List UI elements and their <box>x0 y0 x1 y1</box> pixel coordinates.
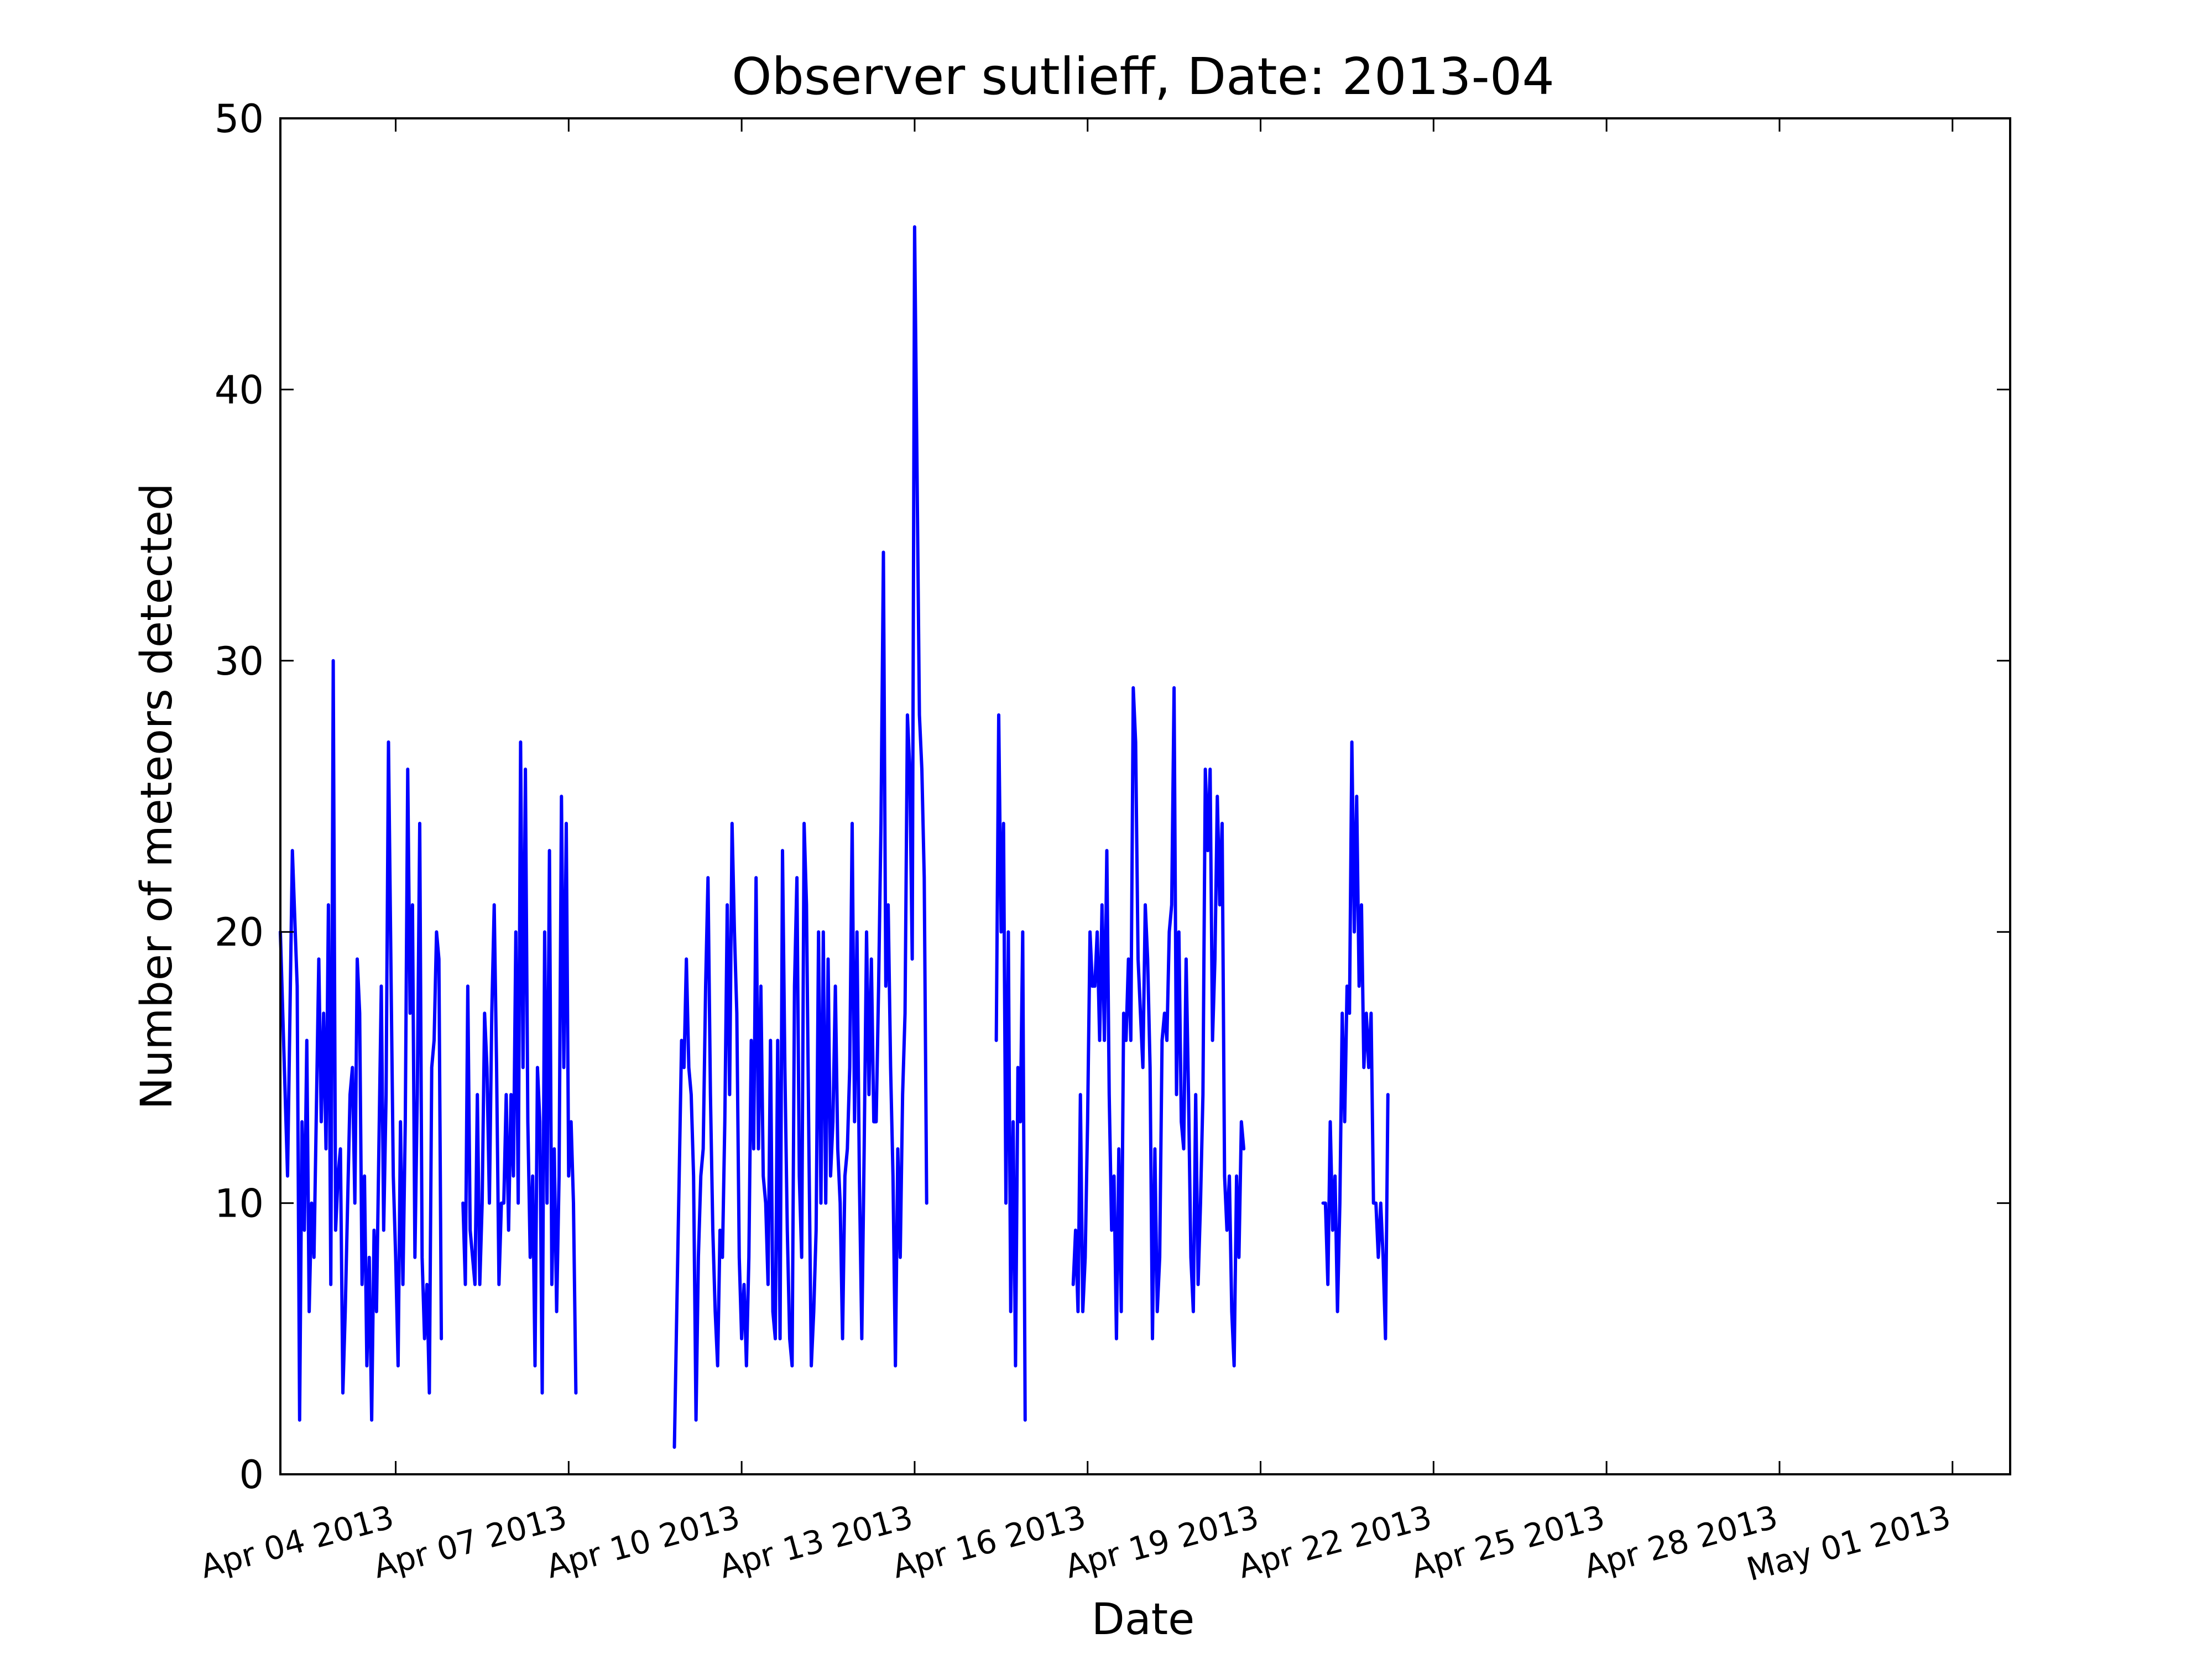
plot-area-frame <box>279 117 2011 1475</box>
x-tick-label: Apr 07 2013 <box>369 1498 571 1586</box>
y-tick-label: 50 <box>215 96 264 142</box>
y-tick-label: 30 <box>215 639 264 684</box>
x-axis-label: Date <box>1092 1595 1194 1645</box>
x-tick-label: Apr 22 2013 <box>1234 1498 1436 1586</box>
series-line-segment <box>672 225 928 1449</box>
x-tick-label: Apr 13 2013 <box>716 1498 917 1586</box>
series-line-segment <box>279 659 444 1422</box>
y-tick-label: 20 <box>215 910 264 955</box>
y-tick-label: 0 <box>239 1452 264 1498</box>
chart-title: Observer sutlieff, Date: 2013-04 <box>732 47 1554 106</box>
y-axis-label: Number of meteors detected <box>132 483 182 1110</box>
series-line-segment <box>1321 740 1390 1340</box>
y-tick-label: 40 <box>215 367 264 413</box>
y-tick-label: 10 <box>215 1181 264 1227</box>
x-tick-label: Apr 10 2013 <box>542 1498 744 1586</box>
x-tick-label: Apr 04 2013 <box>196 1498 398 1586</box>
x-tick-label: Apr 25 2013 <box>1407 1498 1609 1586</box>
series-line-segment <box>994 713 1027 1422</box>
series-group <box>279 225 1390 1449</box>
x-tick-label: Apr 16 2013 <box>888 1498 1089 1586</box>
x-tick-label: Apr 19 2013 <box>1061 1498 1262 1586</box>
series-line-segment <box>1071 686 1246 1368</box>
series-line-segment <box>461 740 578 1395</box>
y-axis: 0 10 20 30 40 50 <box>215 96 2010 1498</box>
